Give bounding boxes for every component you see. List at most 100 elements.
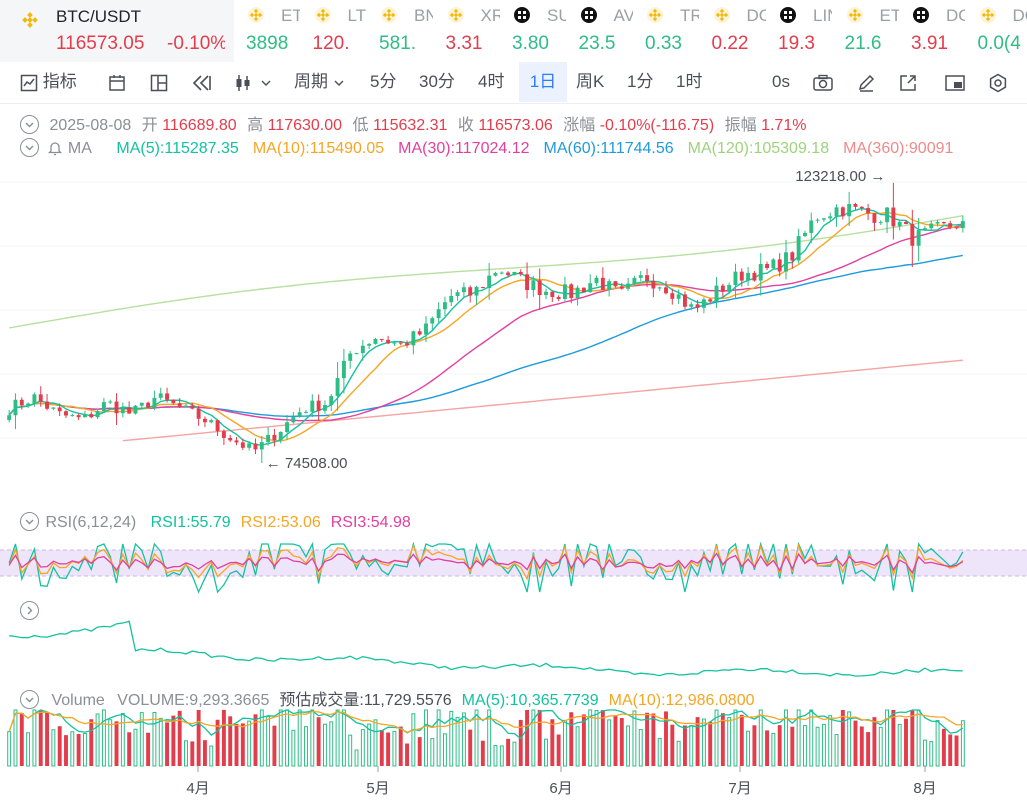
collapse-toggle[interactable] [20,138,39,157]
candle-body [367,343,372,346]
volume-bar [304,726,308,767]
collapse-toggle[interactable] [20,512,39,531]
candle-body [935,222,940,224]
candle-body [436,309,441,319]
settings-button[interactable] [988,62,1008,102]
ticker-item[interactable]: ETH/USDT 3898 [234,0,300,62]
popout-button[interactable] [898,62,918,102]
candle-body [708,299,713,302]
candle-body [581,287,586,293]
candle-body [348,353,353,361]
draw-button[interactable] [856,62,876,102]
volume-bar [569,712,574,766]
legend-item: MA(60):111744.56 [543,140,674,157]
period-dropdown[interactable]: 周期 [294,62,345,102]
ticker-item[interactable]: XRP/USDT 3.31 [434,0,500,62]
candle-body [247,443,252,448]
volume-bar [581,714,586,766]
ticker-item[interactable]: DOT/USDT 3.91 [899,0,965,62]
ticker-symbol: AVAX/USDT [613,6,633,25]
calendar-button[interactable] [107,62,127,102]
legend-item: MA(120):105309.18 [687,140,830,157]
indicators-button[interactable]: 指标 [20,62,77,102]
pane-expand [20,601,39,621]
volume-bar [64,735,68,766]
ticker-item[interactable]: LINK/USDT 19.3 [766,0,832,62]
ticker-item[interactable]: ETC/USDT 21.6 [833,0,899,62]
bell-icon[interactable] [47,140,63,156]
volume-bar [373,719,378,767]
candle-body [430,318,435,324]
candle-body [278,431,283,441]
ticker-symbol: DOGE/USDT [746,6,766,25]
screenshot-button[interactable] [812,62,834,102]
binance-icon [447,7,464,23]
ticker-item[interactable]: BNB/USDT 581. [367,0,433,62]
volume-bar [897,723,902,767]
replay-button[interactable] [191,62,213,102]
rsi-line-1 [8,541,964,594]
change-label: 涨幅 [563,117,596,134]
volume-bar [556,734,561,766]
volume-bar [506,738,511,766]
ma-legend: MA MA(5):115287.35 MA(10):115490.05 MA(30)… [20,138,967,158]
volume-bar [885,709,890,767]
collapse-toggle[interactable] [20,690,39,709]
chart-type-button[interactable] [234,62,271,102]
ticker-price: 0.0(4 [977,33,1021,54]
volume-bar [38,710,43,766]
calendar-icon [109,74,125,91]
interval-4h[interactable]: 4时 [478,72,505,91]
indicator-line [9,620,963,677]
ticker-item[interactable]: SUI/USDT 3.80 [500,0,566,62]
interval-5m[interactable]: 5分 [370,72,397,91]
volume-bar [752,725,757,766]
interval-1d[interactable]: 1日 [519,62,567,102]
candle-body [285,422,290,432]
ticker-symbol: DOGS/USDT [1012,6,1027,25]
ticker-item[interactable]: DOGE/USDT 0.22 [700,0,766,62]
ticker-item[interactable]: TRX/USDT 0.33 [633,0,699,62]
ticker-item[interactable]: AVAX/USDT 23.5 [567,0,633,62]
candle-body [398,342,403,344]
legend-item: RSI3:54.98 [330,514,411,531]
candle-body [114,401,119,414]
layout-button[interactable] [149,62,169,102]
volume-bar [550,719,555,766]
volume-bar [941,728,946,766]
period-label: 周期 [294,72,328,91]
volume-bar [796,709,801,767]
volume-bar [152,711,157,767]
ticker-symbol: LTC/USDT [347,6,367,25]
ticker-price: 120. [312,33,350,54]
rsi-line-2 [8,543,964,581]
candle-body [941,222,946,224]
volume-bar [758,709,763,767]
ma-label: MA [67,140,92,157]
volume-bar [645,712,650,766]
interval-1m[interactable]: 1分 [627,72,654,91]
interval-week[interactable]: 周K [576,72,605,91]
candle-body [790,252,795,261]
candle-body [405,343,410,346]
ticker-price: 21.6 [844,33,882,54]
ticker-item[interactable]: LTC/USDT 120. [301,0,367,62]
interval-1h[interactable]: 1时 [676,72,703,91]
ticker-item[interactable]: DOGS/USDT 0.0(4 [966,0,1027,62]
volume-bar [821,723,826,767]
volume-bar [714,709,719,767]
candle-body [632,277,637,284]
x-tick-label: 6月 [549,780,572,797]
expand-toggle[interactable] [20,601,39,620]
binance-icon [979,7,996,23]
x-tick-label: 5月 [366,780,389,797]
fullscreen-button[interactable] [944,62,966,102]
volume-bar [853,720,858,766]
price-chart[interactable]: 123218.00 → ← 74508.00 4月 5月 6月 7月 8月 [0,104,1027,804]
volume-bar [285,709,290,767]
candle-body [95,411,100,418]
collapse-toggle[interactable] [20,115,39,134]
interval-30m[interactable]: 30分 [419,72,455,91]
volume-bar [929,741,934,767]
main-ticker[interactable]: BTC/USDT 116573.05 -0.10% [0,0,234,62]
